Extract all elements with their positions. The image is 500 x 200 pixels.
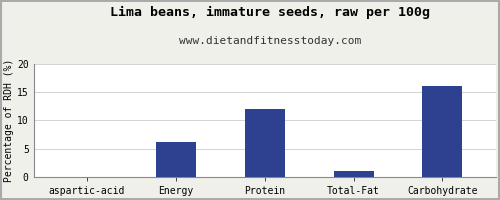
- Bar: [244, 109, 284, 177]
- Bar: [422, 86, 463, 177]
- Bar: [156, 142, 196, 177]
- Y-axis label: Percentage of RDH (%): Percentage of RDH (%): [4, 59, 14, 182]
- Text: Lima beans, immature seeds, raw per 100g: Lima beans, immature seeds, raw per 100g: [110, 6, 430, 19]
- Text: www.dietandfitnesstoday.com: www.dietandfitnesstoday.com: [179, 36, 361, 46]
- Bar: [334, 171, 374, 177]
